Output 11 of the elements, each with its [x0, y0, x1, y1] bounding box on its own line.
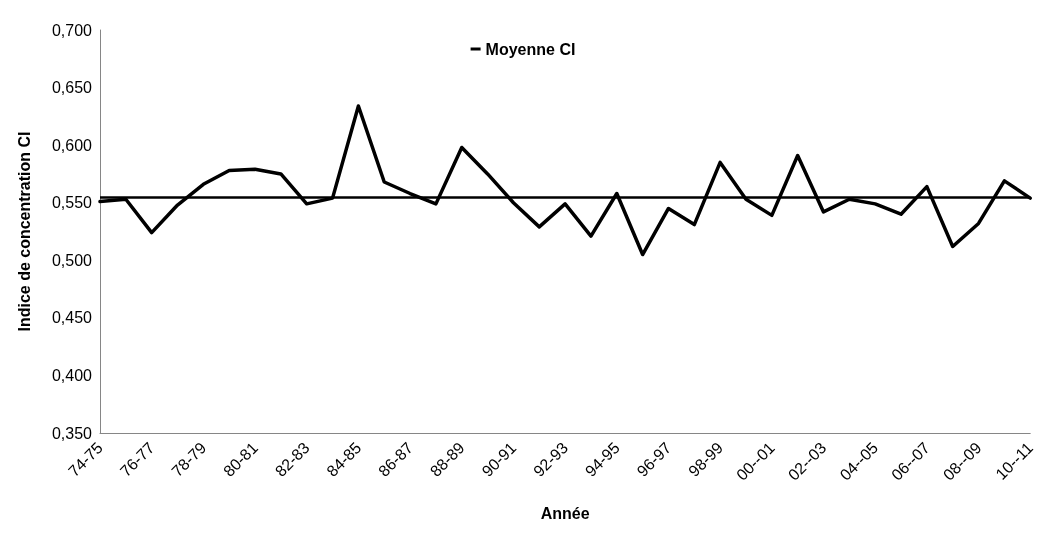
- y-tick-label: 0,600: [51, 136, 93, 154]
- y-tick-label: 0,450: [51, 309, 93, 327]
- y-tick-label: 0,650: [51, 79, 93, 97]
- y-tick-label: 0,500: [51, 251, 93, 269]
- legend-label: Moyenne CI: [485, 40, 576, 58]
- y-tick-label: 0,700: [51, 21, 93, 39]
- y-tick-label: 0,350: [51, 424, 93, 442]
- y-tick-label: 0,550: [51, 194, 93, 212]
- x-axis-title: Année: [540, 504, 590, 522]
- y-tick-label: 0,400: [51, 366, 93, 384]
- y-axis-title: Indice de concentration CI: [15, 131, 33, 332]
